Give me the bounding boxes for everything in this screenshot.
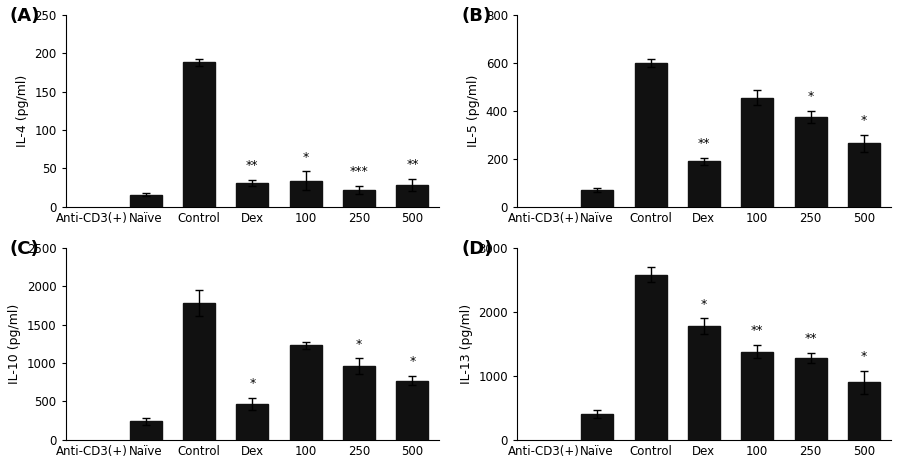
Text: (C): (C) [10,240,40,258]
Bar [581,190,613,207]
Y-axis label: IL-13 (pg/ml): IL-13 (pg/ml) [460,304,473,384]
Bar [742,98,773,207]
Text: *: * [701,298,707,310]
Bar [343,366,375,440]
Bar [236,183,268,207]
Text: *: * [249,377,255,390]
Text: **: ** [406,158,419,171]
Bar [182,62,215,207]
Text: *: * [356,338,362,351]
Bar [742,351,773,440]
Bar [289,345,322,440]
Bar [688,326,720,440]
Text: (D): (D) [461,240,493,258]
Text: *: * [409,356,415,369]
Text: **: ** [246,159,259,172]
Bar [129,194,162,207]
Bar [688,161,720,207]
Bar [635,63,666,207]
Bar [182,303,215,440]
Text: (A): (A) [10,7,40,25]
Bar [848,382,880,440]
Bar [289,181,322,207]
Bar [581,414,613,440]
Bar [129,421,162,440]
Bar [343,190,375,207]
Text: ***: *** [350,165,369,178]
Text: (B): (B) [461,7,491,25]
Bar [396,381,429,440]
Bar [795,358,827,440]
Bar [635,275,666,440]
Text: *: * [303,151,308,164]
Text: **: ** [751,324,763,337]
Bar [795,117,827,207]
Bar [396,185,429,207]
Text: *: * [861,114,868,127]
Y-axis label: IL-10 (pg/ml): IL-10 (pg/ml) [8,304,22,384]
Text: *: * [807,90,814,103]
Bar [848,143,880,207]
Y-axis label: IL-5 (pg/ml): IL-5 (pg/ml) [467,75,480,147]
Text: **: ** [698,137,710,150]
Text: **: ** [805,332,817,345]
Y-axis label: IL-4 (pg/ml): IL-4 (pg/ml) [15,75,29,147]
Text: *: * [861,350,868,363]
Bar [236,404,268,440]
